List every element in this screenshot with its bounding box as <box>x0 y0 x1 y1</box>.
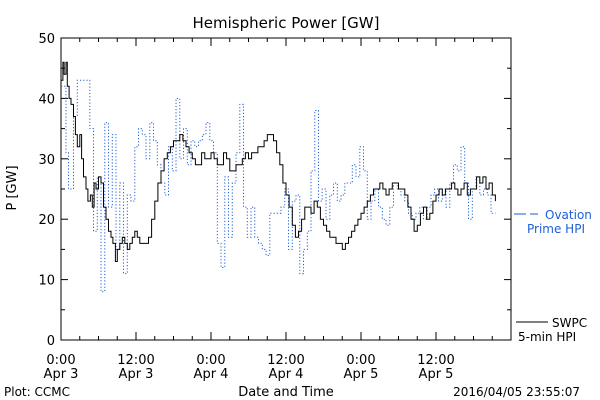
legend-ovation-line1: Ovation <box>545 208 592 222</box>
x-tick-time: 0:00 <box>346 353 375 368</box>
plot-timestamp: 2016/04/05 23:55:07 <box>453 385 580 399</box>
y-tick-label: 0 <box>47 334 55 349</box>
x-axis-label: Date and Time <box>238 385 334 400</box>
legend: SWPC 5-min HPI Ovation Prime HPI <box>514 208 592 344</box>
x-tick-time: 0:00 <box>46 353 75 368</box>
y-tick-label: 20 <box>38 213 55 228</box>
y-tick-label: 50 <box>38 32 55 47</box>
series-ovation-prime-line <box>61 79 496 293</box>
x-tick-date: Apr 4 <box>194 367 229 382</box>
x-tick-date: Apr 3 <box>119 367 154 382</box>
y-tick-label: 30 <box>38 153 55 168</box>
x-tick-date: Apr 5 <box>419 367 454 382</box>
x-tick-date: Apr 4 <box>269 367 304 382</box>
plot-credit: Plot: CCMC <box>4 385 70 399</box>
legend-ovation-line2: Prime HPI <box>527 222 585 236</box>
chart-title: Hemispheric Power [GW] <box>193 14 380 32</box>
x-tick-time: 12:00 <box>267 353 304 368</box>
x-tick-time: 12:00 <box>417 353 454 368</box>
y-axis-label: P [GW] <box>5 165 20 210</box>
legend-swpc-line2: 5-min HPI <box>518 330 576 344</box>
x-tick-date: Apr 3 <box>44 367 79 382</box>
series-swpc-line <box>61 61 496 262</box>
y-axis-ticks: 0 10 20 30 40 50 <box>38 32 511 349</box>
y-tick-label: 10 <box>38 274 55 289</box>
legend-swpc-line1: SWPC <box>552 316 587 330</box>
x-tick-time: 0:00 <box>196 353 225 368</box>
series-layer <box>61 61 496 293</box>
x-tick-time: 12:00 <box>117 353 154 368</box>
y-tick-label: 40 <box>38 92 55 107</box>
x-tick-date: Apr 5 <box>344 367 379 382</box>
